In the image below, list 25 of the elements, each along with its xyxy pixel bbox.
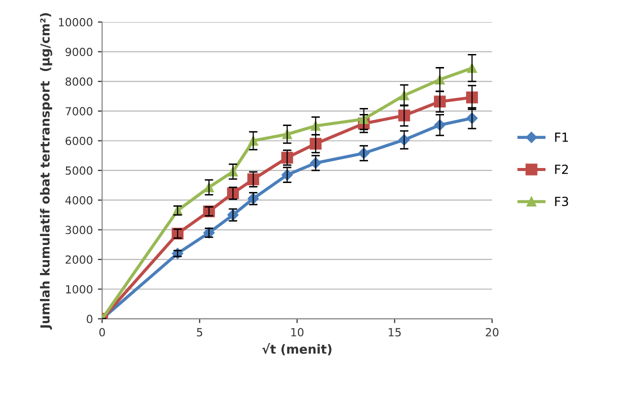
legend-label: F2 [555, 164, 568, 174]
point [310, 138, 322, 150]
x-tick-label: 0 [99, 328, 105, 336]
x-axis-title: √t (menit) [262, 343, 332, 356]
y-tick-label: 4000 [65, 196, 92, 204]
y-tick-label: 1000 [66, 285, 92, 294]
y-tick-label: 2000 [66, 255, 92, 264]
y-tick-label: 0 [86, 314, 92, 324]
x-tick-label: 10 [291, 328, 304, 336]
point [466, 92, 478, 104]
point [434, 96, 446, 108]
y-tick-label: 7000 [66, 107, 92, 116]
y-tick-label: 5000 [66, 166, 92, 175]
y-tick-label: 8000 [66, 77, 92, 86]
point [398, 110, 410, 122]
y-tick-label: 3000 [66, 226, 92, 234]
x-tick-label: 15 [388, 328, 401, 336]
legend-label: F3 [555, 196, 568, 206]
y-axis-title: Jumlah kumulatif obat tertransport (µg/cm²) [40, 13, 52, 330]
y-tick-label: 10000 [58, 18, 92, 26]
x-tick-label: 20 [486, 328, 498, 336]
legend-label: F1 [555, 132, 568, 142]
x-tick-label: 5 [196, 328, 202, 336]
y-tick-label: 9000 [66, 48, 92, 56]
y-tick-label: 6000 [66, 136, 92, 146]
